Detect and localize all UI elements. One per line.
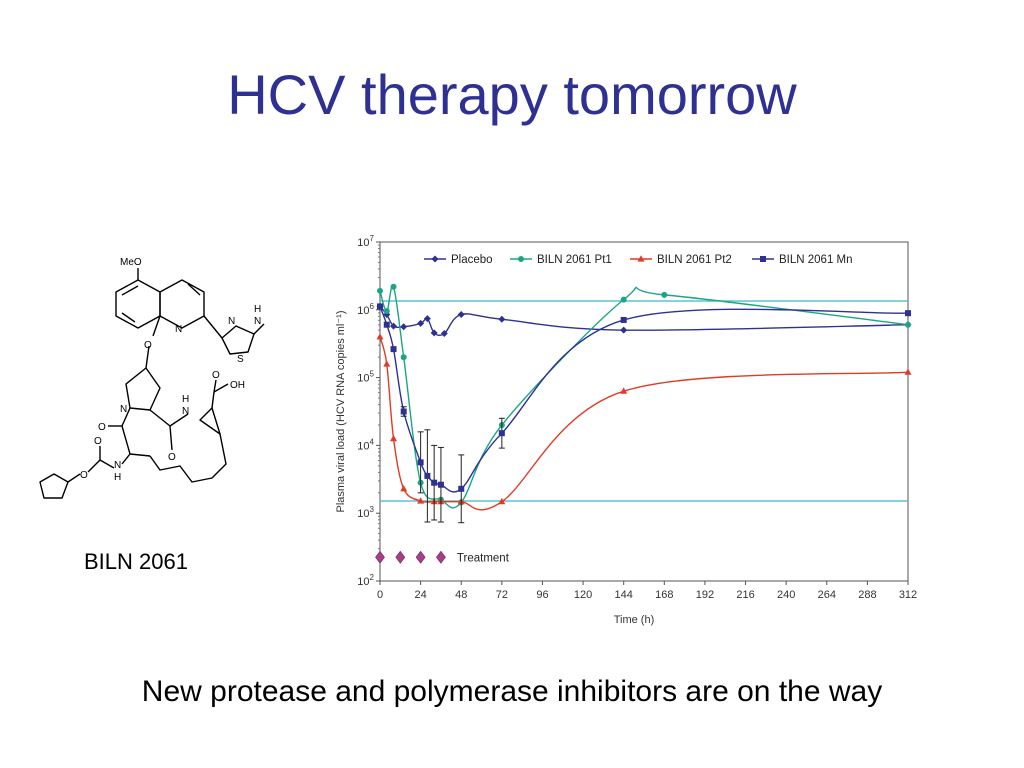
- x-tick-label: 312: [899, 589, 917, 601]
- series-2-point: [390, 434, 398, 442]
- x-tick-label: 168: [655, 589, 673, 601]
- amide-o-label: O: [168, 452, 176, 463]
- meo-label: MeO: [120, 257, 142, 268]
- legend-label: Placebo: [451, 254, 493, 266]
- x-tick-label: 0: [377, 589, 383, 601]
- acid-oh-label: OH: [230, 380, 245, 391]
- x-tick-label: 144: [615, 589, 633, 601]
- carbamate-n-label: N: [114, 460, 121, 471]
- series-0-point: [417, 319, 425, 327]
- x-tick-label: 192: [696, 589, 714, 601]
- y-tick-label: 105: [357, 370, 374, 385]
- carbamate-o-label: O: [94, 436, 102, 447]
- amine-h-label: H: [254, 304, 261, 315]
- series-2-point: [417, 497, 425, 504]
- treatment-marker: [395, 550, 406, 564]
- x-tick-label: 120: [574, 589, 592, 601]
- series-2-point: [904, 368, 912, 375]
- x-tick-label: 72: [496, 589, 508, 601]
- series-2-point: [400, 484, 408, 492]
- y-tick-label: 104: [357, 437, 374, 452]
- x-tick-label: 240: [777, 589, 795, 601]
- series-3-point: [424, 472, 431, 479]
- series-0-point: [400, 323, 408, 331]
- series-1-point: [661, 291, 668, 298]
- y-tick-label: 102: [357, 573, 374, 588]
- x-tick-label: 48: [455, 589, 467, 601]
- series-3-point: [383, 321, 390, 328]
- legend-marker: [760, 256, 766, 262]
- slide-caption: New protease and polymerase inhibitors a…: [141, 675, 883, 708]
- ether-o-label: O: [144, 340, 152, 351]
- series-0-point: [390, 322, 398, 330]
- series-1-point: [400, 354, 407, 361]
- series-0-point: [457, 311, 465, 319]
- series-0-point: [383, 311, 391, 319]
- acid-o-label: O: [212, 370, 220, 381]
- x-tick-label: 288: [858, 589, 876, 601]
- series-1-point: [620, 296, 627, 303]
- y-tick-label: 106: [357, 302, 374, 317]
- series-3-point: [400, 408, 407, 415]
- series-3-point: [417, 459, 424, 466]
- amine-n-label: N: [254, 316, 261, 327]
- series-3-point: [377, 303, 383, 310]
- legend-marker: [431, 255, 439, 263]
- treatment-marker: [436, 550, 446, 564]
- series-0-point: [498, 315, 506, 323]
- x-tick-label: 216: [736, 589, 754, 601]
- x-tick-label: 24: [414, 589, 426, 601]
- series-2-point: [620, 387, 628, 394]
- amide-n-label: N: [182, 406, 189, 417]
- proline-o-label: O: [98, 422, 106, 433]
- quinoline-n-label: N: [175, 324, 182, 335]
- plot-frame: [379, 241, 909, 582]
- series-1-point: [390, 283, 397, 290]
- series-3-point: [390, 346, 397, 353]
- carbamate-ester-o-label: O: [80, 470, 88, 481]
- viral-load-chart: 102 103 104 105 106 107 0 24 48 72 96 120 144 168 192 2…: [335, 234, 917, 626]
- series-3-point: [905, 310, 911, 317]
- series-line-1: [379, 284, 909, 509]
- series-2-point: [498, 497, 506, 505]
- y-tick-label: 107: [357, 234, 374, 249]
- series-1-point: [377, 287, 383, 294]
- y-axis-label: Plasma viral load (HCV RNA copies ml⁻¹): [335, 310, 347, 512]
- series-1-point: [383, 308, 390, 315]
- series-3-point: [498, 430, 505, 437]
- series-0-point: [440, 330, 448, 338]
- treatment-marker: [415, 550, 426, 564]
- treatment-marker: [375, 550, 385, 564]
- series-3-point: [458, 485, 465, 492]
- series-1-point: [905, 321, 911, 328]
- proline-n-label: N: [120, 404, 127, 415]
- legend-marker: [637, 255, 645, 262]
- series-2-point: [383, 360, 391, 367]
- treatment-label: Treatment: [457, 552, 510, 564]
- legend-marker: [518, 256, 524, 262]
- series-3-point: [431, 479, 438, 486]
- legend-label: BILN 2061 Pt1: [537, 254, 612, 266]
- series-line-3: [379, 306, 909, 493]
- series-2-point: [376, 333, 384, 340]
- x-tick-label: 264: [818, 589, 836, 601]
- series-3-point: [437, 481, 444, 488]
- thiazole-s-label: S: [237, 354, 244, 365]
- carbamate-h-label: H: [114, 472, 121, 483]
- y-tick-label: 103: [357, 505, 374, 520]
- legend-label: BILN 2061 Mn: [779, 254, 853, 266]
- series-3-point: [620, 316, 627, 323]
- series-0-point: [620, 326, 628, 334]
- series-0-point: [430, 329, 438, 337]
- biln-2061-structure: MeO N O N S H N N O H N O OH O O O N H: [39, 257, 265, 499]
- x-axis-label: Time (h): [614, 614, 655, 626]
- series-line-2: [379, 336, 909, 511]
- x-tick-label: 96: [536, 589, 548, 601]
- series-0-point: [423, 315, 431, 323]
- amide-h-label: H: [182, 394, 189, 405]
- slide-title: HCV therapy tomorrow: [227, 63, 797, 126]
- compound-label: BILN 2061: [84, 549, 188, 574]
- thiazole-n-label: N: [228, 316, 235, 327]
- legend-label: BILN 2061 Pt2: [657, 254, 732, 266]
